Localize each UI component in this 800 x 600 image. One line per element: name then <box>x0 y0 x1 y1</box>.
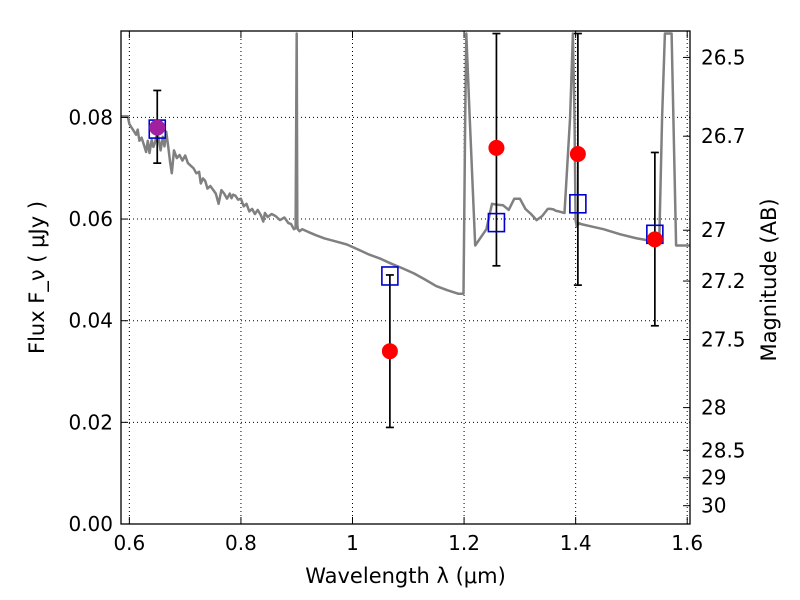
right-axis-title: Magnitude (AB) <box>757 198 781 361</box>
model-flux-square <box>487 212 506 233</box>
model-spectrum-layer <box>121 32 690 296</box>
model-flux-square <box>381 266 399 286</box>
y-tick-label: 0.08 <box>68 105 113 129</box>
model-flux-square <box>569 194 587 214</box>
x-tick-label: 0.6 <box>113 531 145 555</box>
model-flux-squares-layer <box>148 119 664 286</box>
y-axis-ticks: 0.00 0.02 0.04 0.06 0.08 <box>68 105 128 536</box>
right-tick-label: 26.5 <box>701 45 746 69</box>
x-tick-label: 0.8 <box>225 531 257 555</box>
grid-lines <box>121 31 690 524</box>
x-tick-label: 1.6 <box>671 531 703 555</box>
x-axis-ticks: 0.6 0.8 1 1.2 1.4 1.6 <box>113 31 703 555</box>
error-bars-layer <box>153 32 659 429</box>
observed-flux-point <box>149 119 166 136</box>
plot-frame <box>120 30 691 525</box>
right-tick-label: 30 <box>701 494 726 518</box>
right-tick-label: 27 <box>701 218 726 242</box>
observed-flux-point <box>646 231 663 248</box>
x-tick-label: 1 <box>346 531 359 555</box>
right-tick-label: 27.2 <box>701 269 746 293</box>
right-tick-label: 29 <box>701 466 726 490</box>
right-axis-ticks: 26.5 26.7 27 27.2 27.5 28 28.5 29 30 <box>683 45 746 518</box>
right-tick-label: 28.5 <box>701 438 746 462</box>
x-tick-label: 1.4 <box>560 531 592 555</box>
observed-flux-points-layer <box>149 119 663 360</box>
y-tick-label: 0.02 <box>68 410 113 434</box>
observed-flux-point <box>569 145 586 162</box>
model-spectrum-line <box>121 32 690 296</box>
right-tick-label: 26.7 <box>701 124 746 148</box>
y-tick-label: 0.06 <box>68 207 113 231</box>
x-tick-label: 1.2 <box>448 531 480 555</box>
y-tick-label: 0.00 <box>68 512 113 536</box>
y-tick-label: 0.04 <box>68 309 113 333</box>
y-axis-title: Flux F_ν ( μJy ) <box>25 201 50 354</box>
right-tick-label: 27.5 <box>701 328 746 352</box>
x-axis-title: Wavelength λ (μm) <box>305 564 506 588</box>
observed-flux-point <box>381 343 398 360</box>
right-tick-label: 28 <box>701 396 726 420</box>
observed-flux-point <box>488 139 505 156</box>
